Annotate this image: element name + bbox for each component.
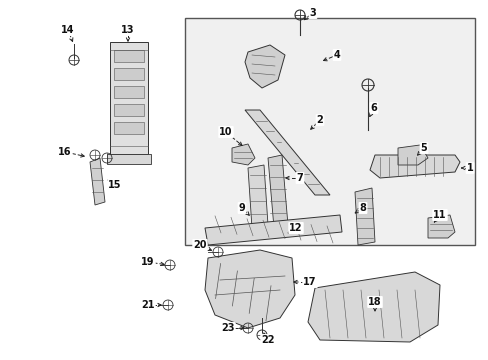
Polygon shape bbox=[204, 250, 294, 328]
Polygon shape bbox=[244, 45, 285, 88]
Text: 5: 5 bbox=[420, 143, 427, 153]
Text: 10: 10 bbox=[219, 127, 232, 137]
Text: 15: 15 bbox=[108, 180, 122, 190]
Text: 9: 9 bbox=[238, 203, 245, 213]
Polygon shape bbox=[267, 155, 287, 228]
Text: 17: 17 bbox=[303, 277, 316, 287]
Polygon shape bbox=[90, 158, 105, 205]
Text: 18: 18 bbox=[367, 297, 381, 307]
Polygon shape bbox=[307, 272, 439, 342]
Bar bbox=[114, 50, 143, 62]
Text: 2: 2 bbox=[316, 115, 323, 125]
Bar bbox=[114, 86, 143, 98]
Bar bbox=[114, 104, 143, 116]
Text: 7: 7 bbox=[296, 173, 303, 183]
Text: 6: 6 bbox=[370, 103, 377, 113]
Polygon shape bbox=[397, 145, 427, 165]
Text: 1: 1 bbox=[466, 163, 472, 173]
Text: 11: 11 bbox=[432, 210, 446, 220]
Polygon shape bbox=[107, 154, 151, 164]
Bar bbox=[114, 68, 143, 80]
Text: 3: 3 bbox=[309, 8, 316, 18]
Text: 12: 12 bbox=[289, 223, 302, 233]
Polygon shape bbox=[244, 110, 329, 195]
Text: 19: 19 bbox=[141, 257, 154, 267]
Bar bbox=[114, 122, 143, 134]
Text: 23: 23 bbox=[221, 323, 234, 333]
Polygon shape bbox=[231, 144, 254, 165]
Polygon shape bbox=[427, 215, 454, 238]
Text: 22: 22 bbox=[261, 335, 274, 345]
Polygon shape bbox=[369, 155, 459, 178]
Text: 13: 13 bbox=[121, 25, 135, 35]
Text: 16: 16 bbox=[58, 147, 72, 157]
Text: 14: 14 bbox=[61, 25, 75, 35]
Bar bbox=[110, 42, 148, 154]
Polygon shape bbox=[247, 165, 267, 228]
Text: 21: 21 bbox=[141, 300, 154, 310]
Bar bbox=[184, 18, 474, 245]
Polygon shape bbox=[354, 188, 374, 245]
Text: 20: 20 bbox=[193, 240, 206, 250]
Polygon shape bbox=[204, 215, 341, 245]
Text: 4: 4 bbox=[333, 50, 340, 60]
Text: 8: 8 bbox=[359, 203, 366, 213]
